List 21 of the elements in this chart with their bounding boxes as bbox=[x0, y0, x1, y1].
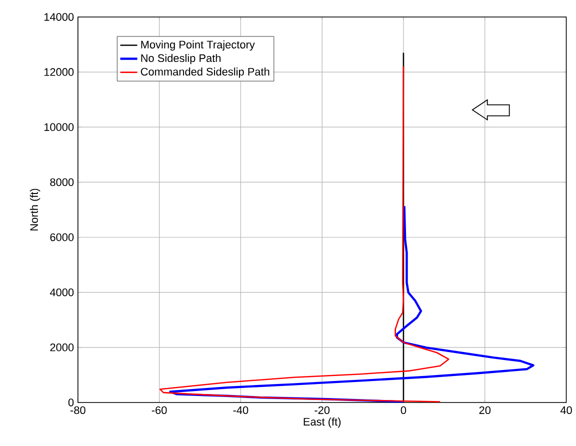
x-tick-label: -20 bbox=[314, 406, 330, 414]
y-tick-label: 8000 bbox=[50, 178, 74, 186]
legend-label: Commanded Sideslip Path bbox=[140, 67, 270, 78]
legend-label: No Sideslip Path bbox=[141, 54, 221, 64]
y-tick-label: 12000 bbox=[44, 68, 74, 76]
x-tick-label: 0 bbox=[400, 406, 406, 414]
y-axis-title: North (ft) bbox=[30, 188, 40, 230]
x-axis-title: East (ft) bbox=[304, 417, 341, 428]
legend-label: Moving Point Trajectory bbox=[141, 40, 255, 50]
y-tick-label: 14000 bbox=[44, 12, 74, 21]
y-tick-label: 0 bbox=[68, 398, 74, 406]
line-series bbox=[169, 204, 534, 402]
y-tick-label: 4000 bbox=[50, 288, 74, 296]
x-tick-label: 20 bbox=[479, 406, 491, 414]
x-tick-label: -80 bbox=[70, 406, 86, 414]
x-tick-label: -60 bbox=[152, 406, 167, 414]
x-tick-label: -40 bbox=[233, 406, 248, 414]
y-tick-label: 6000 bbox=[50, 233, 74, 241]
y-tick-label: 2000 bbox=[50, 343, 74, 352]
x-tick-label: 40 bbox=[560, 406, 572, 414]
y-tick-label: 10000 bbox=[44, 123, 74, 131]
